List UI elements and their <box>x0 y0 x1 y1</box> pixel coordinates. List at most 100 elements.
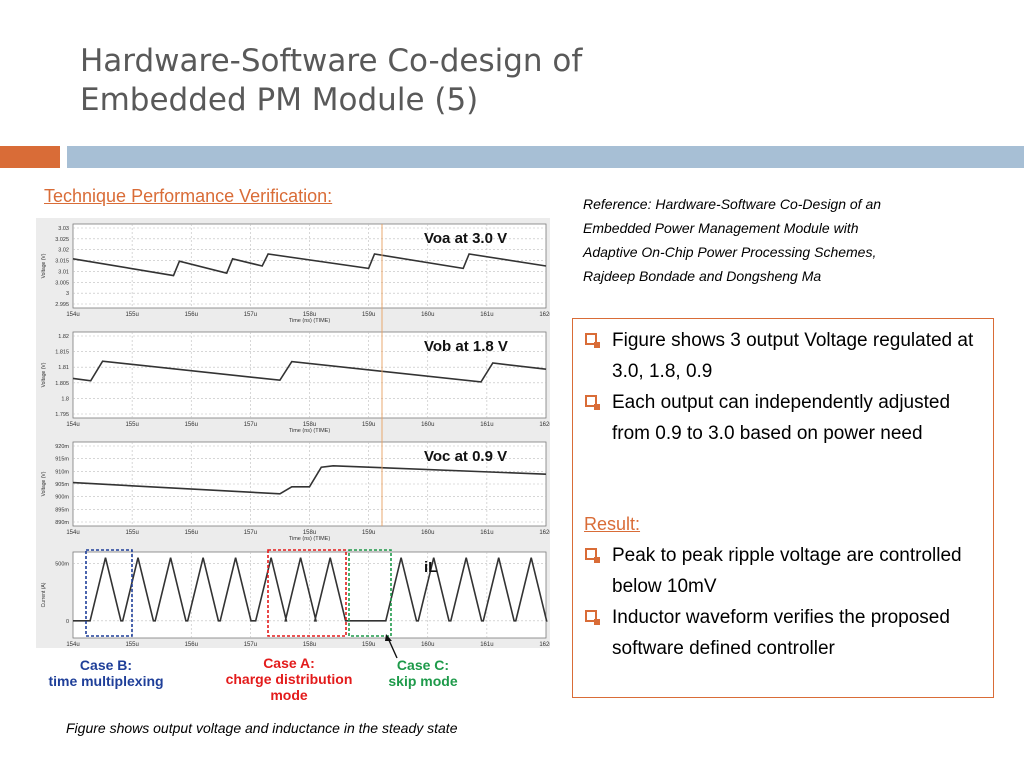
bullet-item: Each output can independently adjusted f… <box>585 387 980 449</box>
x-tick-label: 157u <box>244 530 257 536</box>
x-tick-label: 161u <box>480 422 493 428</box>
x-tick-label: 158u <box>303 530 316 536</box>
summary-box: Figure shows 3 output Voltage regulated … <box>572 318 994 698</box>
case-a-label: mode <box>270 687 308 703</box>
x-tick-label: 156u <box>185 422 198 428</box>
y-tick-label: 1.795 <box>55 412 69 418</box>
x-tick-label: 161u <box>480 312 493 318</box>
y-tick-label: 900m <box>55 495 69 501</box>
slide-title: Hardware-Software Co-design of Embedded … <box>80 42 780 120</box>
reference-text: Reference: Hardware-Software Co-Design o… <box>583 192 983 288</box>
x-tick-label: 160u <box>421 422 434 428</box>
x-tick-label: 156u <box>185 530 198 536</box>
reference-line: Adaptive On-Chip Power Processing Scheme… <box>583 244 877 260</box>
y-tick-label: 3.03 <box>58 226 69 232</box>
bullet-text: Peak to peak ripple voltage are controll… <box>612 545 962 597</box>
bullet-item: Peak to peak ripple voltage are controll… <box>585 540 980 602</box>
y-tick-label: 915m <box>55 457 69 463</box>
x-tick-label: 162u <box>539 642 550 648</box>
x-axis-label: Time (ns) (TIME) <box>289 318 331 324</box>
x-tick-label: 159u <box>362 530 375 536</box>
x-tick-label: 159u <box>362 422 375 428</box>
x-tick-label: 157u <box>244 312 257 318</box>
y-tick-label: 3.01 <box>58 269 69 275</box>
y-tick-label: 920m <box>55 444 69 450</box>
case-c-label: skip mode <box>388 673 457 689</box>
y-tick-label: 1.8 <box>61 396 69 402</box>
square-bullet-icon <box>585 333 600 348</box>
x-axis-label: Time (ns) (TIME) <box>289 428 331 434</box>
waveform-line <box>72 464 547 495</box>
square-bullet-icon <box>585 610 600 625</box>
x-tick-label: 161u <box>480 530 493 536</box>
x-tick-label: 155u <box>125 422 138 428</box>
figure-caption: Figure shows output voltage and inductan… <box>66 720 458 736</box>
x-tick-label: 159u <box>362 642 375 648</box>
case-c-arrow <box>387 637 398 659</box>
accent-bar <box>0 146 60 168</box>
y-tick-label: 895m <box>55 507 69 513</box>
slide-title-line-1: Hardware-Software Co-design of <box>80 43 583 79</box>
y-tick-label: 3.02 <box>58 248 69 254</box>
y-tick-label: 1.82 <box>58 334 69 340</box>
x-tick-label: 155u <box>125 312 138 318</box>
x-tick-label: 159u <box>362 312 375 318</box>
case-c-label: Case C: <box>397 657 449 673</box>
y-axis-label: Voltage (V) <box>41 253 47 278</box>
x-tick-label: 154u <box>66 312 79 318</box>
case-b-box <box>85 549 133 637</box>
reference-line: Embedded Power Management Module with <box>583 220 859 236</box>
x-tick-label: 154u <box>66 422 79 428</box>
case-a-label: charge distribution <box>226 671 353 687</box>
x-tick-label: 162u <box>539 530 550 536</box>
case-a-label: Case A: <box>263 655 315 671</box>
square-bullet-icon <box>585 548 600 563</box>
waveform-line <box>72 360 547 383</box>
case-c-box <box>348 549 392 637</box>
x-tick-label: 162u <box>539 312 550 318</box>
bullet-text: Inductor waveform verifies the proposed … <box>612 607 950 659</box>
waveform-line <box>73 557 548 622</box>
bullet-text: Each output can independently adjusted f… <box>612 392 951 444</box>
x-tick-label: 158u <box>303 312 316 318</box>
x-tick-label: 160u <box>421 530 434 536</box>
y-tick-label: 1.81 <box>58 365 69 371</box>
y-tick-label: 2.995 <box>55 302 69 308</box>
y-tick-label: 905m <box>55 482 69 488</box>
y-axis-label: Voltage (V) <box>41 471 47 496</box>
waveform-label: Voa at 3.0 V <box>424 230 507 247</box>
reference-line: Rajdeep Bondade and Dongsheng Ma <box>583 268 822 284</box>
waveform-label: Vob at 1.8 V <box>424 338 508 355</box>
y-tick-label: 3.015 <box>55 259 69 265</box>
x-tick-label: 154u <box>66 642 79 648</box>
case-b-label: Case B: <box>80 657 132 673</box>
plot-area <box>72 331 547 419</box>
square-bullet-icon <box>585 395 600 410</box>
y-axis-label: Voltage (V) <box>41 362 47 387</box>
x-axis-label: Time (ns) (TIME) <box>289 536 331 542</box>
x-tick-label: 158u <box>303 422 316 428</box>
x-tick-label: 156u <box>185 312 198 318</box>
y-tick-label: 910m <box>55 469 69 475</box>
bullet-item: Inductor waveform verifies the proposed … <box>585 602 980 664</box>
section-heading: Technique Performance Verification: <box>44 186 333 206</box>
title-band <box>67 146 1024 168</box>
case-c-arrowhead <box>385 634 392 641</box>
x-tick-label: 157u <box>244 642 257 648</box>
x-tick-label: 162u <box>539 422 550 428</box>
x-tick-label: 160u <box>421 642 434 648</box>
reference-line: Reference: Hardware-Software Co-Design o… <box>583 196 882 212</box>
slide-title-line-2: Embedded PM Module (5) <box>80 82 479 118</box>
y-tick-label: 500m <box>55 561 69 567</box>
y-tick-label: 3.005 <box>55 280 69 286</box>
y-axis-label: Current (A) <box>41 582 47 607</box>
x-tick-label: 154u <box>66 530 79 536</box>
x-tick-label: 157u <box>244 422 257 428</box>
case-a-box <box>267 549 347 637</box>
waveform-label: Voc at 0.9 V <box>424 448 507 465</box>
bullet-text: Figure shows 3 output Voltage regulated … <box>612 330 974 382</box>
y-tick-label: 1.805 <box>55 381 69 387</box>
x-tick-label: 160u <box>421 312 434 318</box>
x-tick-label: 161u <box>480 642 493 648</box>
y-tick-label: 1.815 <box>55 350 69 356</box>
